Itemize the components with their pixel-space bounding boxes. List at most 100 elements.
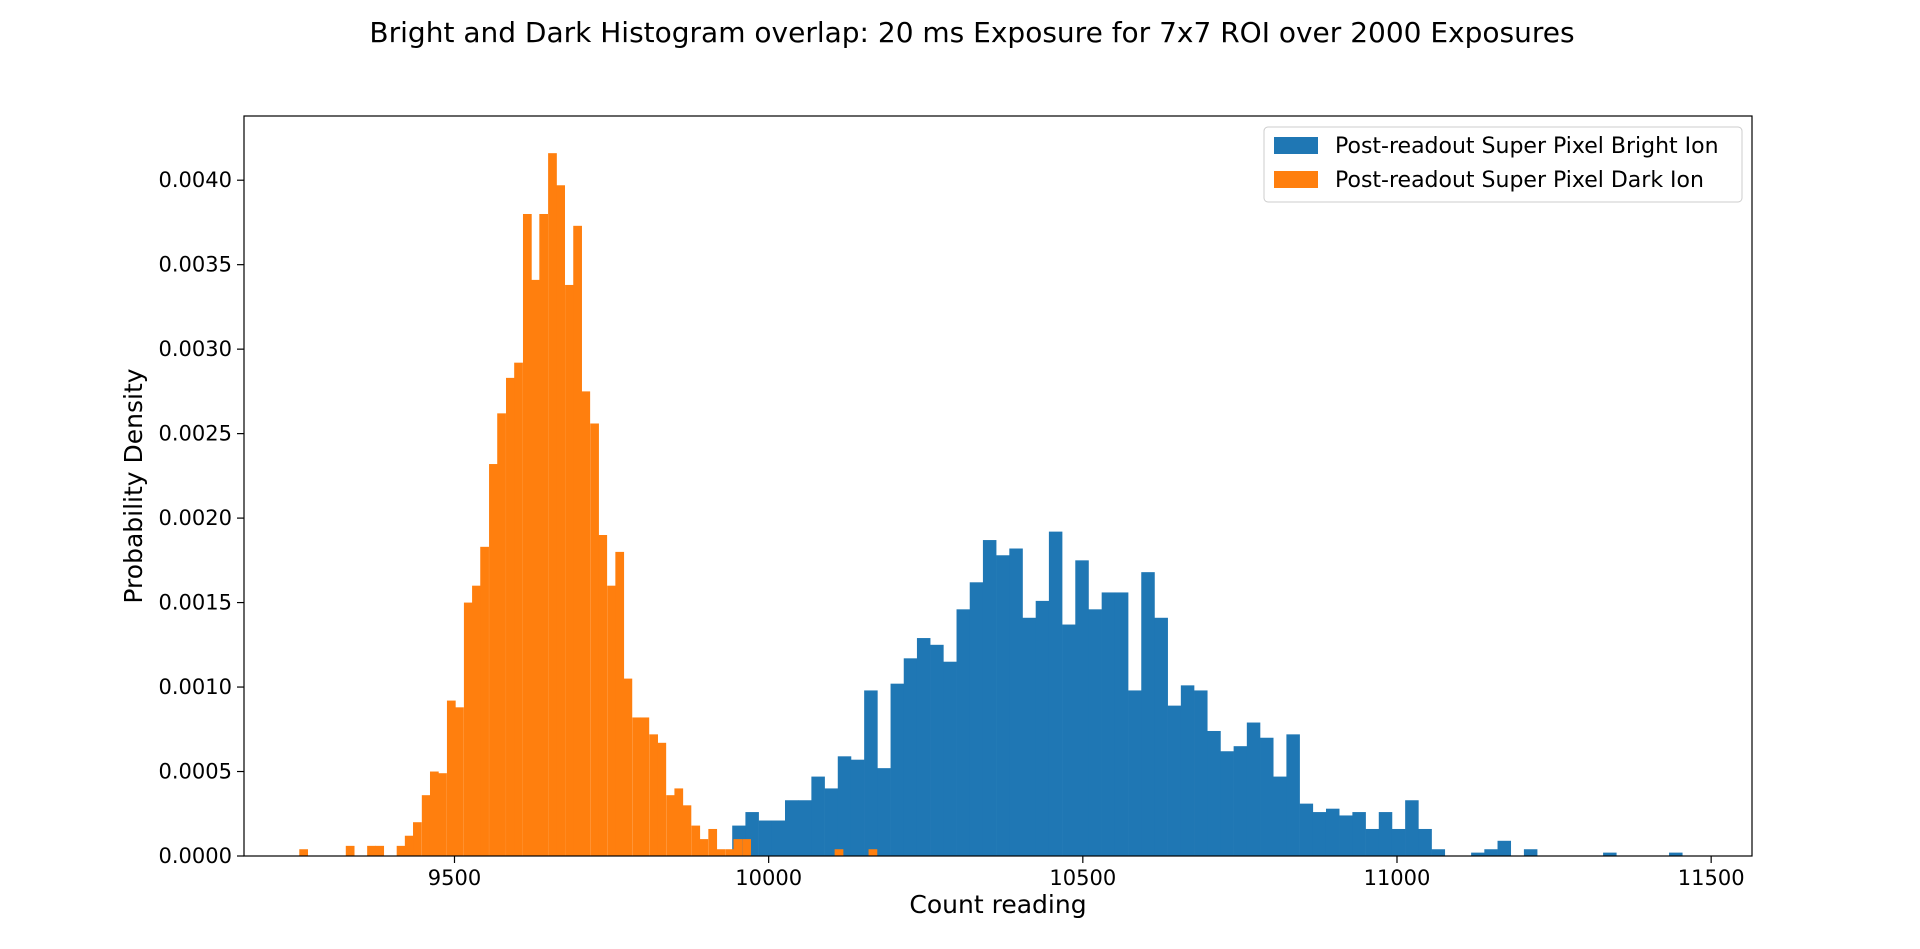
histogram-bar <box>1669 852 1683 856</box>
histogram-bar <box>798 800 812 856</box>
y-axis: 0.0000 0.0005 0.0010 0.0015 0.0020 0.0025 0.00… <box>159 168 244 868</box>
histogram-bar <box>996 555 1010 856</box>
histogram-bar <box>607 585 616 856</box>
plot-frame <box>243 115 1753 857</box>
histogram-bar <box>367 845 376 856</box>
histogram-bar <box>1009 548 1023 856</box>
histogram-bar <box>623 678 633 856</box>
histogram-bar <box>1075 560 1089 856</box>
histogram-bar <box>691 825 701 856</box>
histogram-bar <box>834 849 844 856</box>
histogram-bar <box>716 849 726 856</box>
histogram-bar <box>531 279 540 856</box>
histogram-bar <box>725 849 735 856</box>
histogram-bar <box>785 800 799 856</box>
histogram-bar <box>438 773 447 856</box>
histogram-bar <box>850 759 865 856</box>
x-tick-label: 10500 <box>1049 866 1116 890</box>
histogram-bar <box>1246 722 1261 856</box>
histogram-bar <box>1273 776 1287 856</box>
legend-swatch-dark <box>1274 171 1318 188</box>
histogram-bar <box>556 185 565 856</box>
histogram-bar <box>837 756 852 856</box>
y-tick-label: 0.0035 <box>159 253 232 277</box>
histogram-bar <box>1431 849 1446 856</box>
histogram-bar <box>1352 812 1366 856</box>
histogram-bar <box>1523 849 1538 856</box>
histogram-bar <box>1471 852 1485 856</box>
histogram-bar <box>455 707 464 856</box>
histogram-bar <box>733 839 743 856</box>
y-tick-label: 0.0005 <box>159 760 232 784</box>
histogram-bar <box>930 644 944 856</box>
histogram-bar <box>463 602 473 856</box>
histogram-bar <box>375 845 385 856</box>
y-tick-label: 0.0030 <box>159 337 232 361</box>
histogram-bar <box>632 717 642 856</box>
histogram-bar <box>1325 808 1340 856</box>
legend-frame <box>1263 126 1743 203</box>
histogram-bar <box>771 820 786 856</box>
chart-title: Bright and Dark Histogram overlap: 20 ms… <box>369 16 1574 49</box>
histogram-bar <box>1154 617 1168 856</box>
histogram-bar <box>522 213 532 857</box>
y-axis-title: Probability Density <box>119 368 148 603</box>
y-tick-label: 0.0020 <box>159 506 232 530</box>
histogram-bar <box>429 771 439 856</box>
histogram-bar <box>1207 730 1221 856</box>
x-axis: 9500 10000 10500 11000 11500 <box>428 856 1745 890</box>
histogram-bar <box>573 225 582 856</box>
histogram-bar <box>1088 609 1102 856</box>
histogram-bar <box>1022 617 1036 856</box>
histogram-bar <box>1299 803 1314 856</box>
histogram-bar <box>877 768 891 856</box>
x-tick-label: 9500 <box>428 866 481 890</box>
histogram-bar <box>1048 531 1063 856</box>
histogram-bar <box>446 700 456 856</box>
legend-label-bright: Post-readout Super Pixel Bright Ion <box>1335 134 1719 159</box>
histogram-bar <box>1484 849 1498 856</box>
y-tick-label: 0.0015 <box>159 591 232 615</box>
histogram-bar <box>742 839 751 856</box>
histogram-bar <box>956 609 971 856</box>
histogram-bar <box>1391 828 1406 856</box>
series-bright <box>732 531 1683 856</box>
histogram-bar <box>1062 624 1076 856</box>
histogram-bar <box>598 535 608 856</box>
legend-swatch-bright <box>1274 137 1318 154</box>
histogram-bar <box>565 284 574 856</box>
histogram-bar <box>1312 812 1327 856</box>
histogram-bar <box>758 820 773 856</box>
histogram-bar <box>404 835 414 856</box>
histogram-bar <box>1114 592 1129 856</box>
x-tick-label: 10000 <box>735 866 802 890</box>
histogram-bar <box>615 551 625 856</box>
series-dark <box>299 153 878 857</box>
histogram-bar <box>640 717 650 856</box>
histogram-bar <box>864 690 878 856</box>
legend: Post-readout Super Pixel Bright Ion Post… <box>1263 126 1743 203</box>
histogram-bar <box>299 849 309 856</box>
histogram-bar <box>708 828 718 856</box>
histogram-bar <box>657 742 667 856</box>
histogram-bar <box>396 845 406 856</box>
histogram-bar <box>497 413 506 856</box>
histogram-bar <box>413 822 422 856</box>
histogram-bar <box>1141 572 1155 856</box>
histogram-bar <box>890 683 905 856</box>
histogram-bar <box>1233 746 1248 856</box>
histogram-bar <box>1497 840 1512 856</box>
histogram-bar <box>682 805 692 856</box>
histogram-bar <box>916 638 931 856</box>
histogram-bar <box>969 582 984 856</box>
histogram-bar <box>590 423 599 856</box>
y-tick-label: 0.0010 <box>159 675 232 699</box>
histogram-bar <box>345 845 355 856</box>
histogram-bar <box>480 546 489 856</box>
histogram-bar <box>1365 828 1380 856</box>
histogram-bar <box>489 464 498 856</box>
histogram-bar <box>649 734 658 856</box>
histogram-bar <box>472 585 481 856</box>
y-tick-label: 0.0000 <box>159 844 232 868</box>
